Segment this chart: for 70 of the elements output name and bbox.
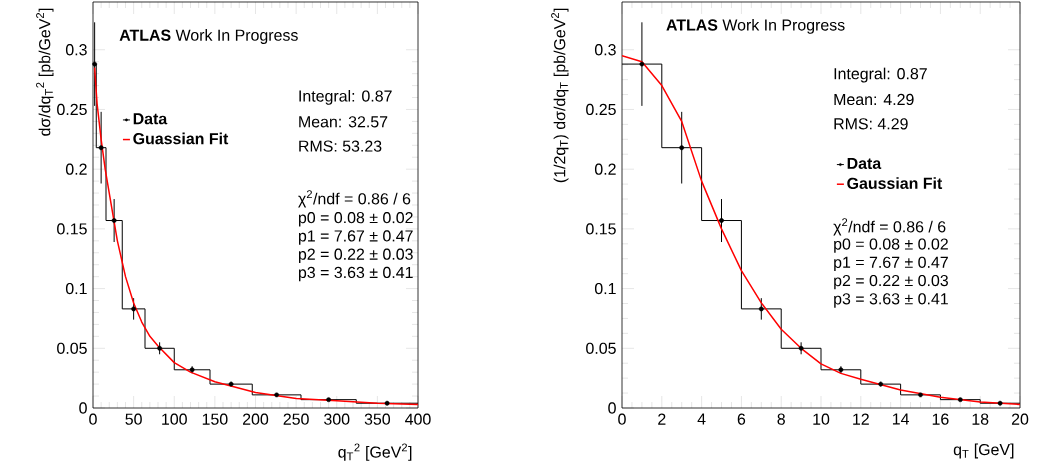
point xyxy=(758,306,764,312)
annotation: Mean: 32.57 xyxy=(299,116,388,128)
y-tick-label: 0.1 xyxy=(65,282,87,295)
x-tick-label: 4 xyxy=(697,413,706,425)
x-tick-label: 18 xyxy=(972,413,989,425)
annotation: χ$^{2}$/ndf = 0.86 / 6 xyxy=(298,190,411,208)
y-tick-label: 0.1 xyxy=(594,282,616,295)
x-tick-label: 10 xyxy=(813,413,830,425)
point xyxy=(111,218,117,223)
annotation: p2 = 0.22 ± 0.03 xyxy=(298,248,413,263)
x-tick-label: 400 xyxy=(405,413,431,425)
point xyxy=(131,306,137,312)
y-axis-title: dσ/dq$_{T}$$^{2}$ [pb/GeV$^{2}$] xyxy=(36,8,54,136)
y-tick-label: 0.25 xyxy=(57,103,87,116)
x-tick-label: 200 xyxy=(243,413,269,425)
point xyxy=(639,61,645,67)
y-tick-label: 0.2 xyxy=(65,163,87,175)
x-tick-label: 0 xyxy=(618,413,626,425)
annotation: p1 = 7.67 ± 0.47 xyxy=(298,230,413,245)
point xyxy=(798,345,804,351)
annotation: Integral: 0.87 xyxy=(834,67,927,83)
legend-label: Guassian Fit xyxy=(133,132,229,145)
x-tick-label: 0 xyxy=(89,413,97,425)
x-tick-label: 50 xyxy=(125,413,142,425)
annotation: p2 = 0.22 ± 0.03 xyxy=(834,274,948,290)
x-tick-label: 250 xyxy=(283,413,309,425)
annotation: RMS: 53.23 xyxy=(299,140,382,152)
x-tick-label: 300 xyxy=(324,413,350,425)
y-tick-label: 0 xyxy=(608,402,616,414)
y-tick-label: 0 xyxy=(79,402,87,414)
x-tick-label: 20 xyxy=(1011,413,1029,425)
annotation: ATLAS Work In Progress xyxy=(666,18,845,34)
annotation: p3 = 3.63 ± 0.41 xyxy=(834,293,948,308)
y-tick-label: 0.3 xyxy=(65,44,87,56)
y-tick-label: 0.05 xyxy=(586,342,616,354)
annotation: p0 = 0.08 ± 0.02 xyxy=(834,238,948,253)
x-tick-label: 6 xyxy=(737,413,746,425)
y-tick-label: 0.05 xyxy=(57,342,87,354)
point xyxy=(679,145,685,151)
x-tick-label: 150 xyxy=(202,413,228,425)
x-tick-label: 16 xyxy=(932,413,949,425)
x-axis-title: q$_{T}$ [GeV] xyxy=(953,443,1014,459)
x-tick-label: 14 xyxy=(892,413,909,425)
y-tick-label: 0.3 xyxy=(594,44,616,56)
legend-label: Gaussian Fit xyxy=(847,177,943,189)
annotation: p1 = 7.67 ± 0.47 xyxy=(834,256,948,272)
legend-label: Data xyxy=(847,157,882,170)
y-tick-label: 0.15 xyxy=(586,223,616,235)
y-tick-label: 0.25 xyxy=(586,103,616,116)
annotation: Mean: 4.29 xyxy=(834,93,914,106)
annotation: RMS: 4.29 xyxy=(834,118,908,130)
x-tick-label: 100 xyxy=(162,413,187,425)
y-tick-label: 0.2 xyxy=(594,163,616,175)
point xyxy=(157,345,163,351)
annotation: χ$^{2}$/ndf = 0.86 / 6 xyxy=(833,218,946,236)
legend-label: Data xyxy=(133,113,168,125)
x-tick-label: 12 xyxy=(853,413,869,425)
annotation: Integral: 0.87 xyxy=(299,89,392,105)
x-tick-label: 350 xyxy=(364,413,391,425)
point xyxy=(98,145,104,151)
y-axis-title: (1/2q$_{T}$) dσ/dq$_{T}$ [pb/GeV$^{2}$] xyxy=(551,8,569,183)
point xyxy=(92,61,98,67)
annotation: p3 = 3.63 ± 0.41 xyxy=(298,266,413,282)
x-axis-title: q$_{T}$$^{2}$ [GeV$^{2}$] xyxy=(338,443,412,461)
x-tick-label: 2 xyxy=(658,413,666,425)
y-tick-label: 0.15 xyxy=(57,223,87,235)
x-tick-label: 8 xyxy=(777,413,785,425)
annotation: p0 = 0.08 ± 0.02 xyxy=(298,212,413,227)
annotation: ATLAS Work In Progress xyxy=(119,29,298,44)
point xyxy=(719,218,724,223)
